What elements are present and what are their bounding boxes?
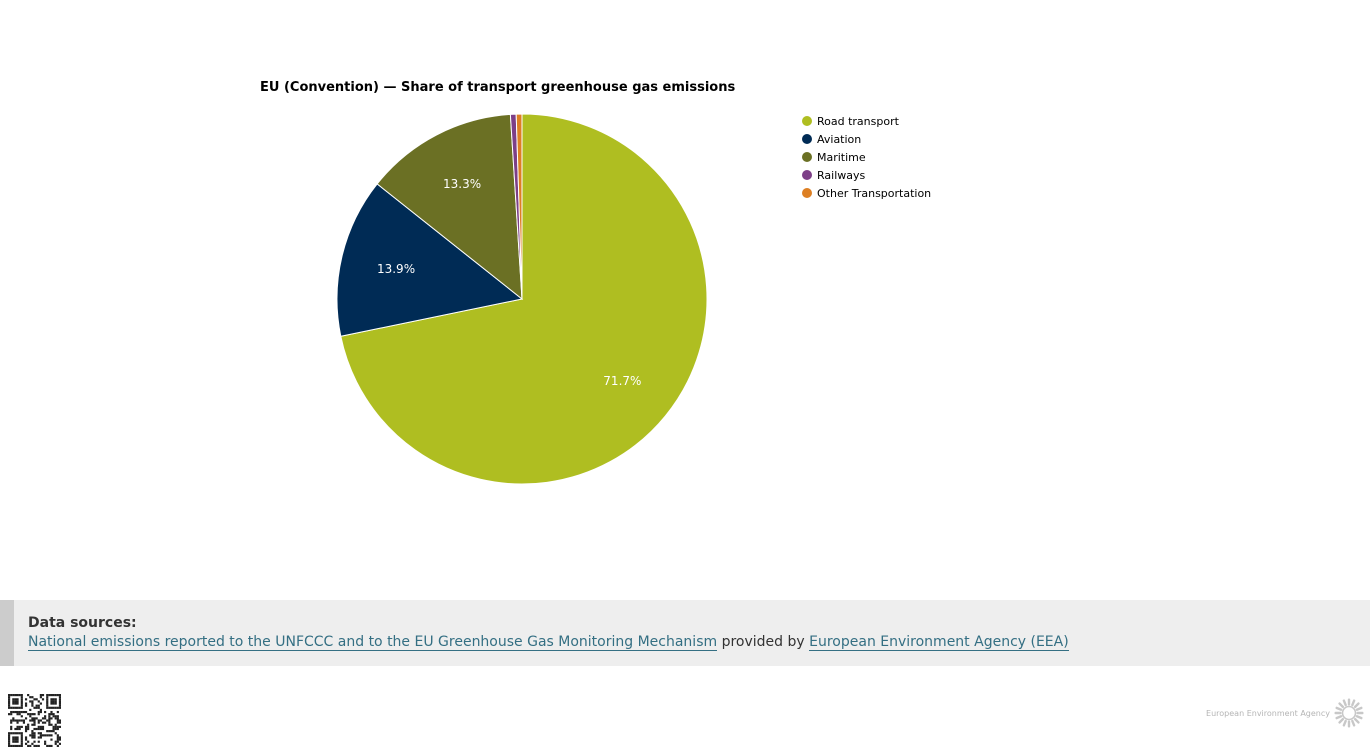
legend-item-maritime[interactable]: Maritime <box>802 148 931 166</box>
legend-label: Maritime <box>817 150 866 164</box>
eea-sun-logo-icon <box>1334 698 1364 728</box>
eea-logo[interactable]: European Environment Agency <box>1206 698 1364 728</box>
legend-swatch <box>802 116 812 126</box>
legend-item-railways[interactable]: Railways <box>802 166 931 184</box>
data-sources-panel: Data sources: National emissions reporte… <box>0 600 1370 666</box>
legend-item-other-transportation[interactable]: Other Transportation <box>802 184 931 202</box>
data-label-aviation: 13.9% <box>377 262 415 276</box>
provided-by-text: provided by <box>721 634 805 650</box>
sources-line: National emissions reported to the UNFCC… <box>28 634 1069 651</box>
legend-swatch <box>802 134 812 144</box>
legend-label: Railways <box>817 168 866 182</box>
pie-chart: 71.7% 13.9% 13.3% <box>336 113 708 485</box>
pie-slice-other-transportation[interactable] <box>515 113 523 300</box>
pie-slice-road-transport[interactable] <box>340 113 708 485</box>
legend-item-aviation[interactable]: Aviation <box>802 130 931 148</box>
sources-title: Data sources: <box>28 615 137 631</box>
pie-labels: 71.7% 13.9% 13.3% <box>377 177 641 388</box>
chart-legend: Road transport Aviation Maritime Railways Ot… <box>802 112 931 202</box>
eea-logo-text: European Environment Agency <box>1206 708 1330 718</box>
legend-label: Aviation <box>817 132 862 146</box>
pie-slices <box>336 113 708 485</box>
sources-accent-bar <box>0 600 14 666</box>
data-label-road-transport: 71.7% <box>603 374 641 388</box>
legend-label: Road transport <box>817 114 899 128</box>
data-label-maritime: 13.3% <box>443 177 481 191</box>
chart-title: EU (Convention) — Share of transport gre… <box>260 80 736 95</box>
pie-slice-maritime[interactable] <box>376 113 523 301</box>
legend-swatch <box>802 170 812 180</box>
qr-code-icon <box>8 694 61 747</box>
legend-swatch <box>802 188 812 198</box>
legend-swatch <box>802 152 812 162</box>
legend-item-road-transport[interactable]: Road transport <box>802 112 931 130</box>
provider-link[interactable]: European Environment Agency (EEA) <box>809 634 1069 651</box>
dataset-link[interactable]: National emissions reported to the UNFCC… <box>28 634 718 651</box>
legend-label: Other Transportation <box>817 186 932 200</box>
pie-slice-aviation[interactable] <box>336 183 524 337</box>
